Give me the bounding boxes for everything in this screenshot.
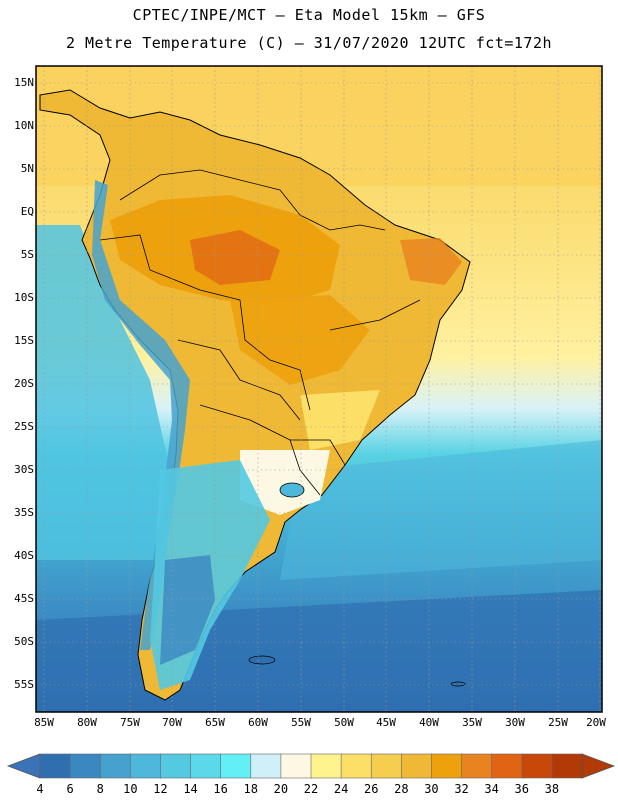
colorbar-cell xyxy=(551,753,583,779)
lon-label: 30W xyxy=(505,716,525,729)
lat-label: 15S xyxy=(14,334,34,347)
colorbar-over-arrow xyxy=(581,753,616,779)
lon-label: 35W xyxy=(462,716,482,729)
lon-label: 20W xyxy=(586,716,606,729)
lat-label: 10N xyxy=(14,119,34,132)
map-title-line-2: 2 Metre Temperature (C) – 31/07/2020 12U… xyxy=(65,34,553,52)
south-georgia xyxy=(450,681,466,687)
lat-label: 45S xyxy=(14,592,34,605)
colorbar-tick-label: 24 xyxy=(333,782,349,796)
southeast-mild-area xyxy=(300,390,380,450)
colorbar-cell xyxy=(431,753,463,779)
colorbar-cell xyxy=(69,753,102,779)
colorbar-tick-label: 28 xyxy=(394,782,409,796)
lon-label: 80W xyxy=(77,716,97,729)
colorbar-under-arrow xyxy=(6,753,41,779)
temperature-map xyxy=(35,65,603,713)
lat-label: 30S xyxy=(14,463,34,476)
colorbar-tick-label: 6 xyxy=(66,782,74,796)
colorbar-tick-label: 36 xyxy=(514,782,529,796)
northeast-hot-area xyxy=(400,238,462,285)
lat-label: 40S xyxy=(14,549,34,562)
lagoa-dos-patos xyxy=(279,482,305,498)
colorbar-cell xyxy=(401,753,433,779)
colorbar-cell xyxy=(370,753,403,779)
lon-label: 75W xyxy=(120,716,140,729)
lon-label: 55W xyxy=(291,716,311,729)
country-borders xyxy=(99,169,421,496)
patagonia-coldest-area xyxy=(160,555,215,665)
colorbar-tick-label: 22 xyxy=(303,782,319,796)
colorbar-tick-label: 12 xyxy=(153,782,168,796)
core-hottest-area xyxy=(190,230,280,285)
colorbar-tick-label: 8 xyxy=(96,782,104,796)
colorbar-tick-label: 16 xyxy=(213,782,228,796)
lat-label: 15N xyxy=(14,76,34,89)
colorbar-cell xyxy=(160,753,192,779)
lat-label: 35S xyxy=(14,506,34,519)
lat-label: 55S xyxy=(14,678,34,691)
colorbar-cells xyxy=(39,753,583,779)
lat-label: 5S xyxy=(20,248,34,261)
colorbar-tick-label: 10 xyxy=(123,782,138,796)
colorbar-tick-label: 4 xyxy=(36,782,44,796)
lon-label: 50W xyxy=(334,716,354,729)
temperature-colorbar xyxy=(6,753,616,779)
lon-label: 60W xyxy=(248,716,268,729)
colorbar-cell xyxy=(521,753,553,779)
lon-label: 70W xyxy=(162,716,182,729)
atlantic-cool-band xyxy=(280,440,602,580)
map-frame xyxy=(35,65,603,713)
lon-label: 25W xyxy=(548,716,568,729)
lon-label: 45W xyxy=(376,716,396,729)
colorbar-cell xyxy=(280,753,312,779)
colorbar-cell xyxy=(461,753,493,779)
colorbar-tick-label: 32 xyxy=(454,782,469,796)
colorbar-cell xyxy=(250,753,282,779)
colorbar-tick-label: 34 xyxy=(484,782,499,796)
central-warm-area xyxy=(230,295,370,385)
colorbar-cell xyxy=(310,753,342,779)
colorbar-tick-label: 26 xyxy=(363,782,379,796)
colorbar-cell xyxy=(491,753,523,779)
lat-label: 10S xyxy=(14,291,34,304)
colorbar-cell xyxy=(220,753,252,779)
colorbar-tick-label: 30 xyxy=(424,782,439,796)
lat-label: 5N xyxy=(20,162,34,175)
colorbar-tick-label: 38 xyxy=(544,782,560,796)
colorbar-cell xyxy=(39,753,71,779)
lat-label: EQ xyxy=(20,205,34,218)
colorbar-tick-label: 14 xyxy=(183,782,198,796)
colorbar-tick-label: 20 xyxy=(273,782,289,796)
colorbar-cell xyxy=(99,753,132,779)
falkland-islands xyxy=(248,655,276,665)
lat-label: 50S xyxy=(14,635,34,648)
map-title-line-1: CPTEC/INPE/MCT – Eta Model 15km – GFS xyxy=(132,6,486,24)
lat-label: 25S xyxy=(14,420,34,433)
colorbar-cell xyxy=(190,753,222,779)
lat-label: 20S xyxy=(14,377,34,390)
lon-label: 85W xyxy=(34,716,54,729)
colorbar-cell xyxy=(130,753,162,779)
colorbar-cell xyxy=(340,753,373,779)
lon-label: 40W xyxy=(419,716,439,729)
colorbar-tick-label: 18 xyxy=(243,782,258,796)
south-cool-area xyxy=(240,450,330,515)
pacific-cool-tongue xyxy=(36,225,190,560)
lon-label: 65W xyxy=(205,716,225,729)
